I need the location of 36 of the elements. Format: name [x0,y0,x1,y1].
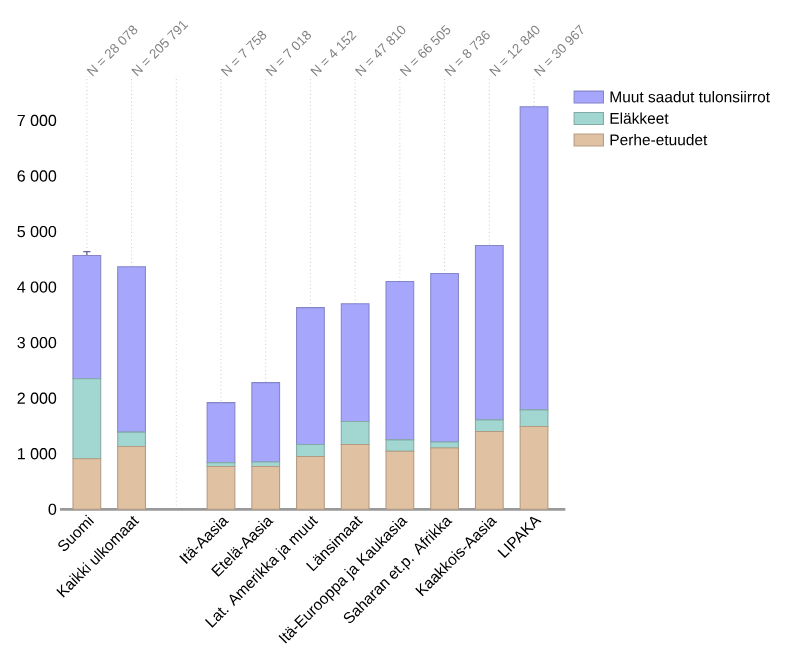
bar [251,465,281,510]
y-tick-label: 0 [48,503,57,515]
bar [72,458,102,510]
bar [385,281,415,441]
y-tick-label: 6 000 [17,170,57,182]
bar [251,382,281,463]
bar [117,445,146,510]
bar [519,409,549,428]
bar [72,254,102,380]
bar [251,461,281,468]
y-tick-label: 3 000 [17,336,57,349]
bar [519,106,549,411]
y-tick-label: 5 000 [17,225,57,238]
bar [385,439,415,452]
bar [296,307,325,446]
bar [340,420,370,446]
bar [430,447,459,510]
bar [206,465,236,510]
bar [474,431,504,510]
y-tick-label: 4 000 [17,281,57,293]
bar [474,419,504,433]
bar [206,402,236,464]
bar [519,425,549,510]
bar [430,272,459,443]
bar [340,303,370,423]
bar [117,266,146,433]
bar [296,456,325,510]
bar [340,444,370,510]
bar [117,431,146,448]
y-tick-label: 2 000 [17,392,57,404]
bar [474,244,504,421]
y-tick-label: 1 000 [17,448,57,460]
bar [385,450,415,510]
bar [296,444,325,458]
bar [72,378,102,460]
y-tick-label: 7 000 [17,114,57,127]
